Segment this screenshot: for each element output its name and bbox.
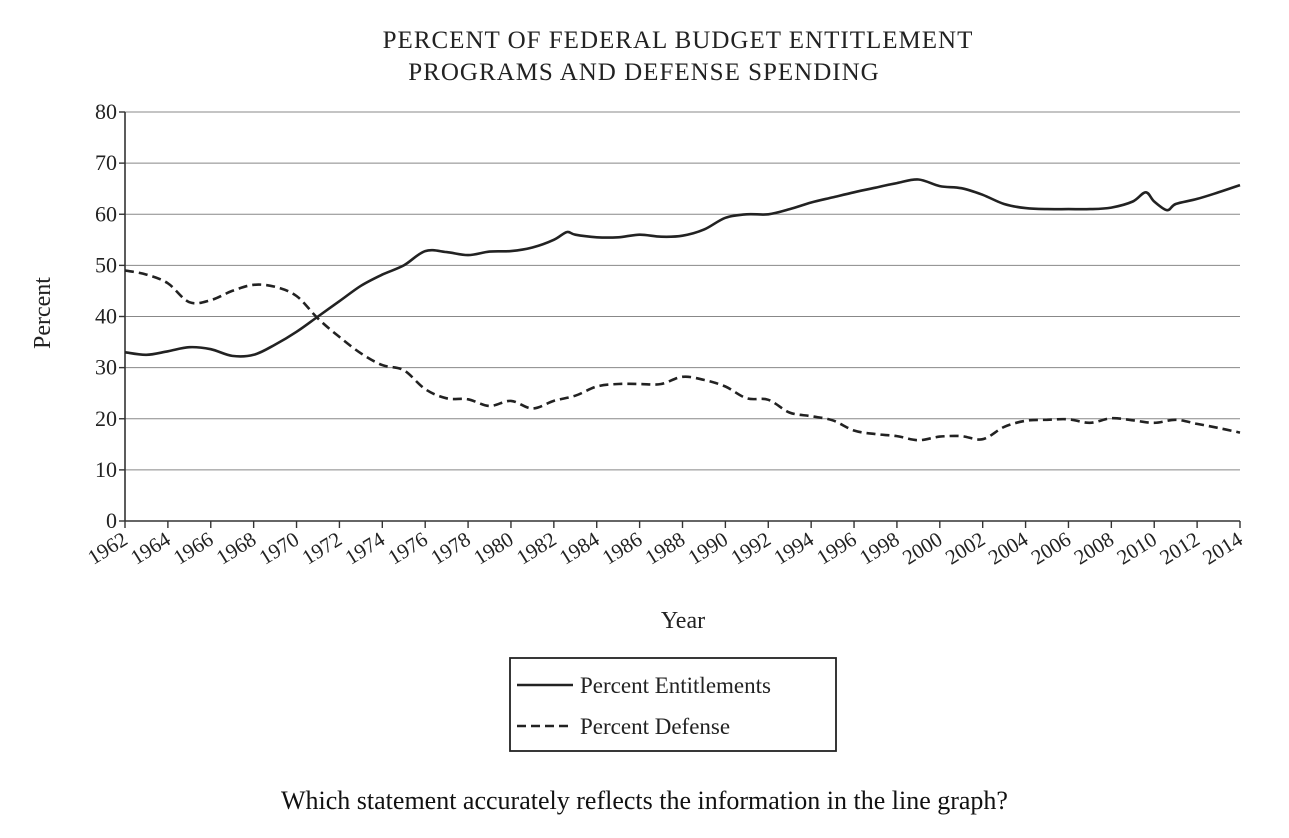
y-tick-label-80: 80 [95,99,117,124]
legend-label-entitlements: Percent Entitlements [580,673,771,698]
y-tick-label-40: 40 [95,304,117,329]
x-tick-label-1976: 1976 [384,527,432,570]
x-tick-label-2014: 2014 [1198,527,1247,570]
x-tick-label-1992: 1992 [727,527,775,570]
y-tick-label-70: 70 [95,150,117,175]
x-tick-label-1974: 1974 [341,527,390,570]
x-tick-label-2010: 2010 [1113,527,1161,570]
chart-title: PERCENT OF FEDERAL BUDGET ENTITLEMENT PR… [383,27,974,86]
x-tick-label-1996: 1996 [812,527,860,570]
x-tick-label-1964: 1964 [126,527,175,570]
question-text: Which statement accurately reflects the … [281,786,1008,815]
y-tick-label-10: 10 [95,457,117,482]
x-tick-label-1990: 1990 [684,527,732,570]
x-axis-label: Year [661,608,705,634]
x-tick-label-1980: 1980 [469,527,517,570]
x-tick-label-1970: 1970 [255,527,303,570]
axes: 0102030405060708019621964196619681970197… [83,99,1247,569]
x-tick-label-1988: 1988 [641,527,689,570]
x-tick-label-2000: 2000 [898,527,946,570]
chart-title-line-1: PERCENT OF FEDERAL BUDGET ENTITLEMENT [383,27,974,54]
series-line-percent-entitlements [124,178,1241,358]
y-tick-label-60: 60 [95,201,117,226]
x-tick-label-1972: 1972 [298,527,346,570]
y-tick-label-0: 0 [106,508,117,533]
x-tick-label-2012: 2012 [1155,527,1203,570]
y-axis-label: Percent [30,277,56,349]
x-tick-label-1984: 1984 [555,527,604,570]
x-tick-label-1966: 1966 [169,527,217,570]
x-tick-label-1994: 1994 [769,527,818,570]
chart-title-line-2: PROGRAMS AND DEFENSE SPENDING [408,59,879,86]
legend-label-defense: Percent Defense [580,714,730,739]
series-lines [124,178,1241,442]
legend-box [509,657,837,752]
x-tick-label-1978: 1978 [426,527,474,570]
x-tick-label-2004: 2004 [984,527,1033,570]
x-tick-label-1962: 1962 [83,527,131,570]
series-line-percent-defense [124,269,1241,442]
y-tick-label-20: 20 [95,406,117,431]
x-tick-label-1968: 1968 [212,527,260,570]
y-tick-label-30: 30 [95,355,117,380]
y-tick-label-50: 50 [95,252,117,277]
x-tick-label-2002: 2002 [941,527,989,570]
x-tick-label-2006: 2006 [1027,527,1075,570]
gridlines [125,111,1240,471]
x-tick-label-1982: 1982 [512,527,560,570]
x-tick-label-1998: 1998 [855,527,903,570]
x-tick-label-1986: 1986 [598,527,646,570]
x-tick-label-2008: 2008 [1070,527,1118,570]
legend: Percent Entitlements Percent Defense [509,657,837,752]
